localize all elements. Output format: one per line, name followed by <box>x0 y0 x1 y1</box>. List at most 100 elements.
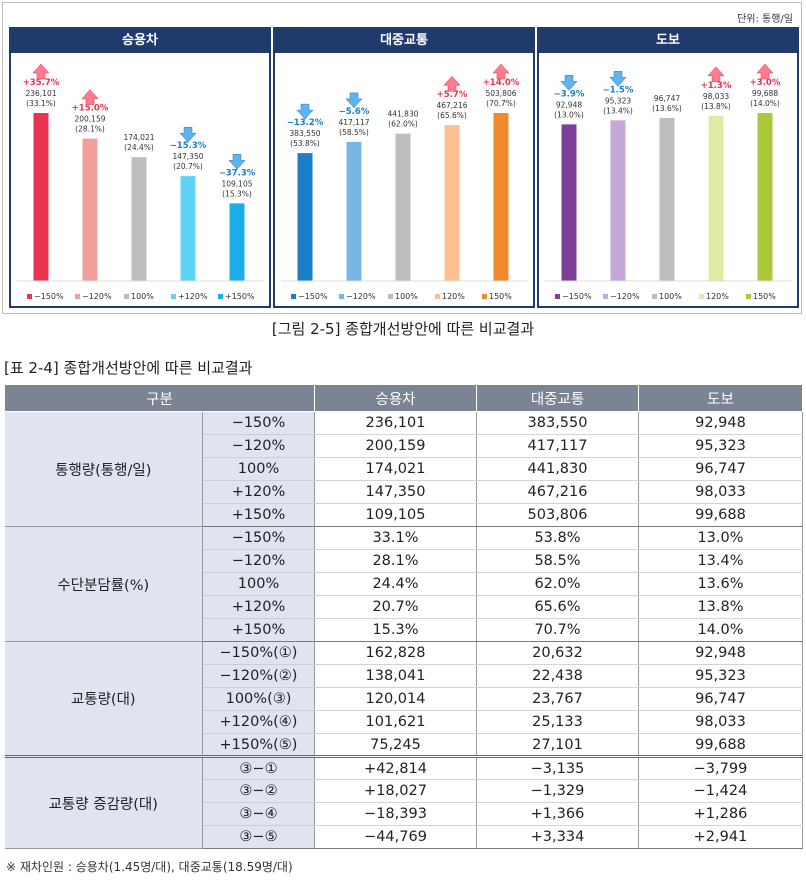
table-row: −120% 28.1% 58.5% 13.4% <box>5 549 803 573</box>
bar-value-label: 147,350 <box>172 152 203 161</box>
change-increase-label: +5.7% <box>437 90 468 100</box>
row-subcategory: −120% <box>202 549 315 573</box>
chart-title: 승용차 <box>11 29 269 53</box>
cell-car: 75,245 <box>314 733 477 758</box>
arrow-down-icon <box>609 71 627 87</box>
table-header-row: 구분 승용차 대중교통 도보 <box>4 384 803 412</box>
table-body: 통행량(통행/일) −150% 236,101 383,550 92,948 −120% 2… <box>4 411 803 849</box>
row-subcategory: +120% <box>202 595 315 619</box>
cell-transit: 383,550 <box>476 411 639 435</box>
arrow-up-icon <box>81 89 99 105</box>
row-subcategory: ③−② <box>202 779 315 803</box>
cell-walk: 13.0% <box>638 526 803 550</box>
legend-label: 120% <box>706 292 729 301</box>
chart-bar <box>229 203 245 281</box>
table-row: 100% 24.4% 62.0% 13.6% <box>5 572 803 596</box>
bar-share-label: (24.4%) <box>124 143 154 152</box>
cell-walk: 92,948 <box>638 411 803 435</box>
chart-panel-walk: 도보 92,948 (13.0%) −3.9% 95,323 (13.4%) −1.5% 9… <box>537 27 799 308</box>
footnote: ※ 재차인원 : 승용차(1.45명/대), 대중교통(18.59명/대) <box>6 860 293 874</box>
legend-swatch <box>124 294 129 299</box>
chart-bar <box>82 138 98 281</box>
bar-value-label: 99,688 <box>752 89 778 98</box>
legend-swatch <box>435 294 440 299</box>
row-subcategory: 100%(③) <box>202 687 315 711</box>
cell-transit: 53.8% <box>476 526 639 550</box>
table-row: +120% 20.7% 65.6% 13.8% <box>5 595 803 619</box>
legend-swatch <box>699 294 704 299</box>
cell-walk: 95,323 <box>638 434 803 458</box>
bar-value-label: 441,830 <box>387 110 418 119</box>
bar-chart-transit: 383,550(53.8%) −13.2% 417,117(58.5%) −5.6% 4… <box>281 63 527 301</box>
change-decrease-label: −1.5% <box>603 85 634 95</box>
legend-swatch <box>218 294 223 299</box>
cell-transit: 62.0% <box>476 572 639 596</box>
cell-walk: 92,948 <box>638 641 803 665</box>
cell-car: 120,014 <box>314 687 477 711</box>
legend-label: 100% <box>395 292 418 301</box>
cell-car: +42,814 <box>314 756 477 780</box>
chart-bar <box>33 113 49 281</box>
bar-value-label: 174,021 <box>123 133 154 142</box>
row-subcategory: ③−① <box>202 756 315 780</box>
row-subcategory: −120% <box>202 434 315 458</box>
chart-bar <box>757 113 773 281</box>
cell-transit: 58.5% <box>476 549 639 573</box>
bar-share-label: (13.8%) <box>701 102 731 111</box>
legend-label: +150% <box>225 292 255 301</box>
legend-swatch <box>171 294 176 299</box>
legend-label: 150% <box>753 292 776 301</box>
chart-bar <box>561 124 577 281</box>
bar-share-label: (14.0%) <box>750 99 780 108</box>
chart-bar <box>180 176 196 281</box>
header-walk: 도보 <box>638 384 803 412</box>
header-transit: 대중교통 <box>476 384 639 412</box>
change-decrease-label: −13.2% <box>287 118 324 128</box>
chart-bar <box>346 141 362 281</box>
cell-transit: 65.6% <box>476 595 639 619</box>
table-row: 통행량(통행/일) −150% 236,101 383,550 92,948 <box>4 411 803 527</box>
bar-chart-car: 236,101(33.1%) +35.7% 200,159(28.1%) +15.0%… <box>17 63 263 301</box>
header-category: 구분 <box>4 384 315 412</box>
chart-bar <box>708 115 724 282</box>
bar-share-label: (28.1%) <box>75 125 105 134</box>
row-subcategory: ③−④ <box>202 802 315 826</box>
change-increase-label: +14.0% <box>483 78 520 88</box>
legend-swatch <box>652 294 657 299</box>
legend-swatch <box>388 294 393 299</box>
row-subcategory: −120%(②) <box>202 664 315 688</box>
cell-transit: 417,117 <box>476 434 639 458</box>
cell-car: −18,393 <box>314 802 477 826</box>
bar-value-label: 467,216 <box>436 101 467 110</box>
row-subcategory: +120% <box>202 480 315 504</box>
bar-value-label: 417,117 <box>338 118 369 127</box>
cell-car: 236,101 <box>314 411 477 435</box>
bar-share-label: (20.7%) <box>173 162 203 171</box>
cell-transit: 23,767 <box>476 687 639 711</box>
table-row: +120% 147,350 467,216 98,033 <box>5 480 803 504</box>
arrow-up-icon <box>492 63 510 80</box>
cell-car: 28.1% <box>314 549 477 573</box>
row-category: 통행량(통행/일) <box>4 411 203 527</box>
cell-walk: 98,033 <box>638 480 803 504</box>
row-subcategory: −150% <box>202 526 315 550</box>
table-row: +150%(⑤) 75,245 27,101 99,688 <box>5 733 803 758</box>
row-subcategory: −150%(①) <box>202 641 315 665</box>
bar-share-label: (15.3%) <box>222 189 252 198</box>
cell-walk: 99,688 <box>638 503 803 527</box>
cell-car: 33.1% <box>314 526 477 550</box>
row-category: 교통량(대) <box>4 641 203 758</box>
legend-label: −120% <box>82 292 112 301</box>
header-car: 승용차 <box>314 384 477 412</box>
cell-walk: 14.0% <box>638 618 803 642</box>
legend-label: +120% <box>178 292 208 301</box>
bar-share-label: (13.4%) <box>603 106 633 115</box>
table-row: ③−② +18,027 −1,329 −1,424 <box>5 779 803 803</box>
table-row: 수단분담률(%) −150% 33.1% 53.8% 13.0% <box>4 526 803 642</box>
change-increase-label: +35.7% <box>23 78 60 88</box>
change-decrease-label: −37.3% <box>219 168 256 178</box>
row-category: 수단분담률(%) <box>4 526 203 642</box>
table-row: +150% 109,105 503,806 99,688 <box>5 503 803 527</box>
cell-car: 109,105 <box>314 503 477 527</box>
bar-value-label: 92,948 <box>556 100 582 109</box>
